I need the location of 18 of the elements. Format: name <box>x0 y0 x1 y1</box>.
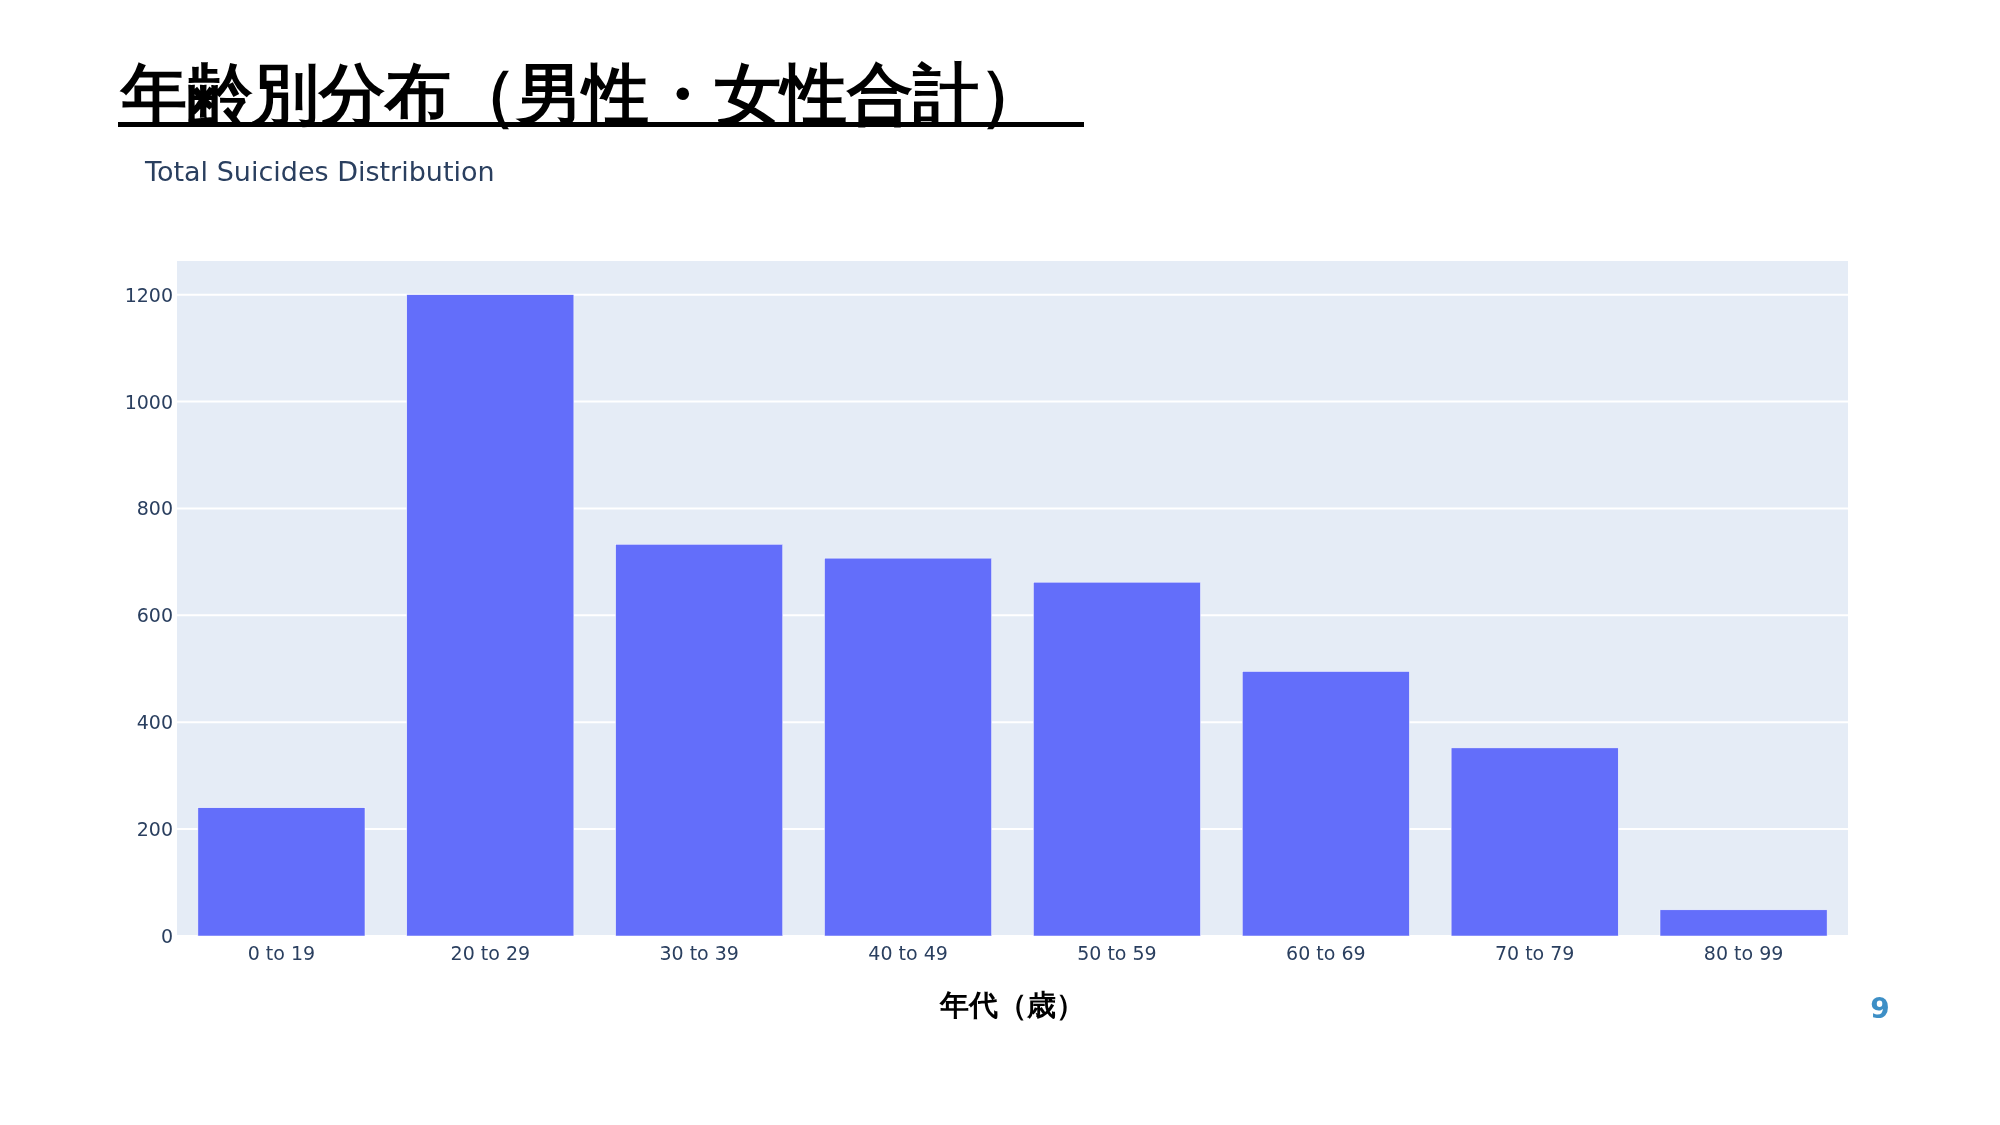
y-tick-label: 1200 <box>124 283 173 306</box>
y-tick-label: 0 <box>160 925 173 947</box>
x-tick-label: 20 to 29 <box>450 942 531 964</box>
text: 9 <box>1870 992 1890 1025</box>
x-tick-label: 0 to 19 <box>247 942 316 964</box>
y-tick-label: 600 <box>136 604 173 627</box>
x-tick-label: 80 to 99 <box>1703 942 1784 964</box>
y-tick-label: 400 <box>136 711 173 734</box>
x-tick-label: 50 to 59 <box>1077 942 1157 964</box>
x-tick-label: 70 to 79 <box>1494 942 1575 964</box>
x-tick-label: 40 to 49 <box>868 942 948 964</box>
chart-subtitle: Total Suicides Distribution <box>144 156 495 187</box>
x-axis-title: 年代（歳） <box>939 988 1085 1022</box>
y-tick-label: 1000 <box>124 390 173 413</box>
x-tick-label: 60 to 69 <box>1286 942 1366 964</box>
y-tick-label: 800 <box>136 497 173 520</box>
x-tick-label: 30 to 39 <box>659 942 739 964</box>
y-tick-label: 200 <box>136 818 173 841</box>
